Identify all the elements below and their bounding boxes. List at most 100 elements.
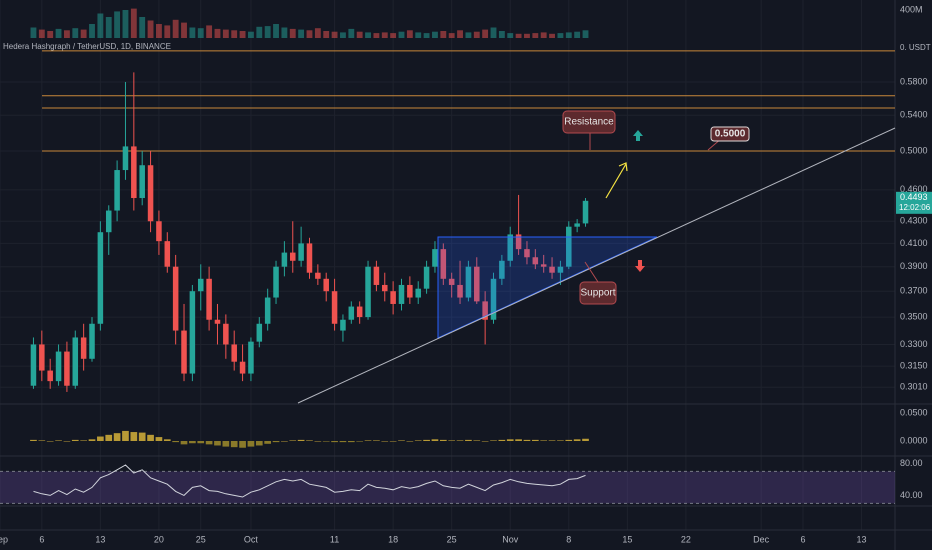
volume-bar <box>549 33 555 38</box>
volume-bar <box>130 8 137 38</box>
candle-body <box>97 232 104 324</box>
volume-bar <box>63 30 70 38</box>
candle-body <box>365 266 371 318</box>
volume-bar <box>515 33 522 38</box>
macd-bar <box>331 441 338 443</box>
candle-body <box>189 291 196 374</box>
candle-body <box>532 257 539 265</box>
macd-bar <box>557 440 564 442</box>
volume-bar <box>448 33 455 38</box>
macd-bar <box>172 441 179 443</box>
volume-bar <box>164 25 171 38</box>
candle-body <box>390 291 396 304</box>
candle-body <box>273 266 279 298</box>
volume-bar <box>457 30 463 38</box>
volume-bar <box>72 28 79 38</box>
candle-body <box>181 330 187 374</box>
trendline <box>297 127 896 404</box>
macd-bar <box>63 441 71 442</box>
candle-body <box>566 226 572 267</box>
resistance-callout <box>562 110 616 134</box>
volume-bar <box>181 22 187 38</box>
y-tick-label: 0.3700 <box>900 286 928 296</box>
macd-bar <box>531 439 539 442</box>
volume-bar <box>398 31 405 38</box>
candle-body <box>214 319 221 324</box>
candle-body <box>64 351 70 386</box>
x-tick-label: 8 <box>566 534 571 544</box>
macd-bar <box>431 439 439 442</box>
price-tag-label: 0.4493 <box>900 192 928 202</box>
volume-bar <box>264 26 271 38</box>
yellow-arrow-head <box>618 162 628 172</box>
volume-bar <box>574 31 581 38</box>
macd-bar <box>122 430 129 442</box>
macd-bar <box>582 438 589 442</box>
y-tick-label: 40.00 <box>900 490 923 500</box>
volume-bar <box>281 27 288 38</box>
y-tick-label: 0.5400 <box>900 110 928 120</box>
volume-bar <box>524 33 530 38</box>
candle-body <box>515 234 522 250</box>
macd-bar <box>364 440 372 442</box>
volume-bar <box>306 30 313 38</box>
macd-bar <box>356 441 364 442</box>
candle-body <box>281 252 288 267</box>
level-callout-label: 0.5000 <box>715 129 746 140</box>
price-tag <box>896 191 932 214</box>
macd-bar <box>439 439 447 442</box>
macd-bar <box>264 441 272 444</box>
macd-bar <box>38 440 46 442</box>
x-tick-label: Nov <box>502 534 519 544</box>
macd-bar <box>71 439 79 442</box>
volume-bar <box>298 29 305 38</box>
x-tick-label: 6 <box>800 534 805 544</box>
candle-body <box>72 337 79 386</box>
macd-bar <box>239 441 246 448</box>
volume-bar <box>365 32 371 38</box>
x-tick-label: 13 <box>95 534 105 544</box>
candle-body <box>39 344 45 371</box>
volume-bar <box>348 28 355 38</box>
y-tick-label: 0.0000 <box>900 435 928 445</box>
macd-bar <box>414 440 422 442</box>
macd-bar <box>322 441 330 442</box>
candle-body <box>323 278 329 292</box>
candle-body <box>407 284 413 298</box>
y-tick-label: 400M <box>900 4 923 14</box>
x-tick-label: Dec <box>753 534 770 544</box>
volume-bar <box>331 31 338 38</box>
candle-body <box>582 200 589 224</box>
candle-body <box>373 266 380 285</box>
y-tick-label: 0.3150 <box>900 360 928 370</box>
macd-bar <box>506 439 514 442</box>
macd-bar <box>113 433 121 442</box>
macd-bar <box>481 441 489 442</box>
candle-body <box>382 284 388 292</box>
macd-bar <box>180 441 188 445</box>
macd-bar <box>381 441 389 442</box>
candle-body <box>239 361 246 374</box>
y-tick-label: 0.3900 <box>900 261 928 271</box>
macd-bar <box>147 434 154 442</box>
candle-body <box>47 370 53 382</box>
candle-body <box>30 344 37 386</box>
volume-bar <box>273 24 279 38</box>
support-label: Support <box>580 288 615 299</box>
candle-body <box>164 241 171 267</box>
x-tick-label: 25 <box>447 534 457 544</box>
macd-bar <box>222 441 230 447</box>
y-tick-label: 0.5000 <box>900 145 928 155</box>
candle-body <box>289 252 296 261</box>
x-tick-label: 18 <box>388 534 398 544</box>
volume-bar <box>139 17 146 38</box>
candle-body <box>114 170 120 211</box>
candle-body <box>139 165 145 199</box>
volume-bar <box>415 32 422 38</box>
candle-body <box>231 344 237 362</box>
volume-bar <box>231 30 238 38</box>
volume-bar <box>222 29 229 38</box>
macd-bar <box>306 440 313 442</box>
volume-bar <box>406 30 413 38</box>
